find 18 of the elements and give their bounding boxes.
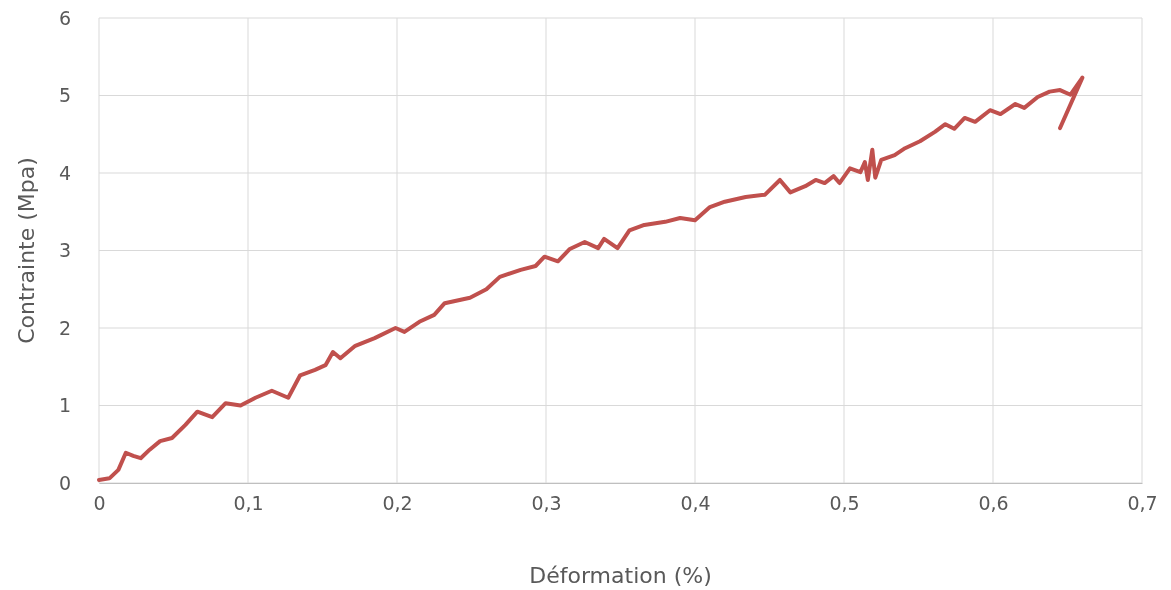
x-axis-title: Déformation (%) <box>529 563 712 588</box>
x-tick-label: 0,5 <box>829 492 860 515</box>
y-tick-label: 5 <box>58 84 71 107</box>
y-tick-label: 2 <box>58 316 71 339</box>
x-tick-label: 0,7 <box>1127 492 1158 515</box>
y-tick-label: 1 <box>58 394 71 417</box>
x-tick-label: 0 <box>93 492 106 515</box>
x-tick-label: 0,6 <box>978 492 1009 515</box>
x-tick-label: 0,1 <box>233 492 264 515</box>
x-tick-label: 0,4 <box>680 492 711 515</box>
x-tick-label: 0,2 <box>382 492 413 515</box>
y-tick-label: 4 <box>58 161 71 184</box>
y-axis-title: Contrainte (Mpa) <box>14 157 39 344</box>
y-tick-label: 6 <box>58 6 71 29</box>
line-series <box>97 75 1085 482</box>
y-tick-label: 0 <box>58 471 71 494</box>
y-tick-label: 3 <box>58 239 71 262</box>
x-tick-label: 0,3 <box>531 492 562 515</box>
